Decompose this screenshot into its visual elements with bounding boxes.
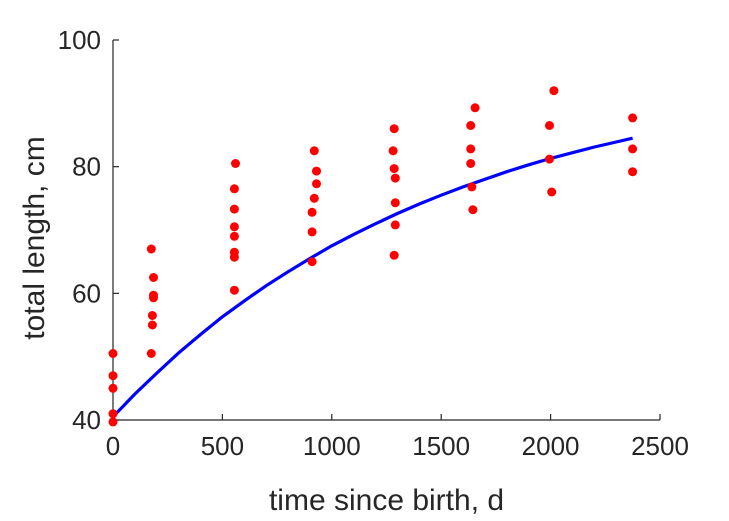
data-point — [149, 290, 158, 300]
data-point — [146, 244, 156, 254]
data-point — [309, 146, 319, 156]
axes — [112, 40, 660, 421]
data-point — [108, 349, 118, 358]
data-point — [229, 184, 239, 194]
data-point — [108, 417, 118, 427]
data-point — [309, 193, 319, 203]
x-tick-label: 1000 — [303, 431, 361, 461]
data-point — [389, 124, 399, 134]
data-point — [307, 227, 317, 237]
data-point — [388, 146, 398, 156]
data-point — [628, 113, 638, 123]
data-point — [147, 320, 157, 330]
data-point — [229, 204, 239, 214]
data-point — [390, 198, 400, 208]
y-tick-label: 60 — [72, 278, 101, 308]
data-point — [390, 173, 400, 183]
data-point — [147, 311, 157, 320]
x-ticks: 0 500 1000 1500 2000 2500 — [106, 414, 689, 461]
data-point — [467, 182, 477, 192]
data-point — [389, 164, 399, 174]
data-point — [229, 285, 239, 295]
data-point — [108, 383, 118, 393]
data-point — [229, 231, 239, 241]
x-tick-label: 0 — [106, 431, 120, 461]
data-point — [466, 121, 476, 130]
fit-curve — [111, 136, 633, 418]
data-point — [628, 144, 638, 154]
data-point — [146, 349, 156, 358]
data-point — [307, 257, 317, 267]
data-point — [547, 187, 557, 197]
data-point — [466, 159, 476, 168]
data-point — [466, 144, 476, 154]
data-point — [468, 205, 478, 215]
data-point — [390, 220, 400, 230]
y-tick-label: 40 — [72, 405, 101, 435]
data-point — [628, 167, 638, 177]
data-point — [108, 371, 118, 381]
data-point — [108, 409, 118, 419]
y-tick-label: 80 — [72, 152, 101, 182]
data-point — [389, 250, 399, 260]
data-point — [312, 179, 321, 189]
x-tick-label: 2500 — [631, 431, 689, 461]
y-ticks: 40 60 80 100 — [58, 25, 119, 435]
x-tick-label: 500 — [201, 431, 244, 461]
plot-area — [108, 86, 638, 427]
data-point — [229, 247, 239, 257]
data-point — [549, 86, 559, 96]
data-point — [307, 207, 317, 217]
x-tick-label: 2000 — [522, 431, 580, 461]
x-axis-label: time since birth, d — [269, 484, 504, 517]
data-point — [545, 154, 554, 164]
data-point — [229, 222, 239, 232]
data-point — [470, 103, 480, 113]
data-point — [149, 273, 158, 282]
data-point — [545, 121, 554, 130]
data-point — [312, 166, 321, 176]
y-tick-label: 100 — [58, 25, 101, 55]
data-point — [231, 159, 240, 168]
x-tick-label: 1500 — [412, 431, 470, 461]
y-axis-label: total length, cm — [18, 136, 51, 339]
